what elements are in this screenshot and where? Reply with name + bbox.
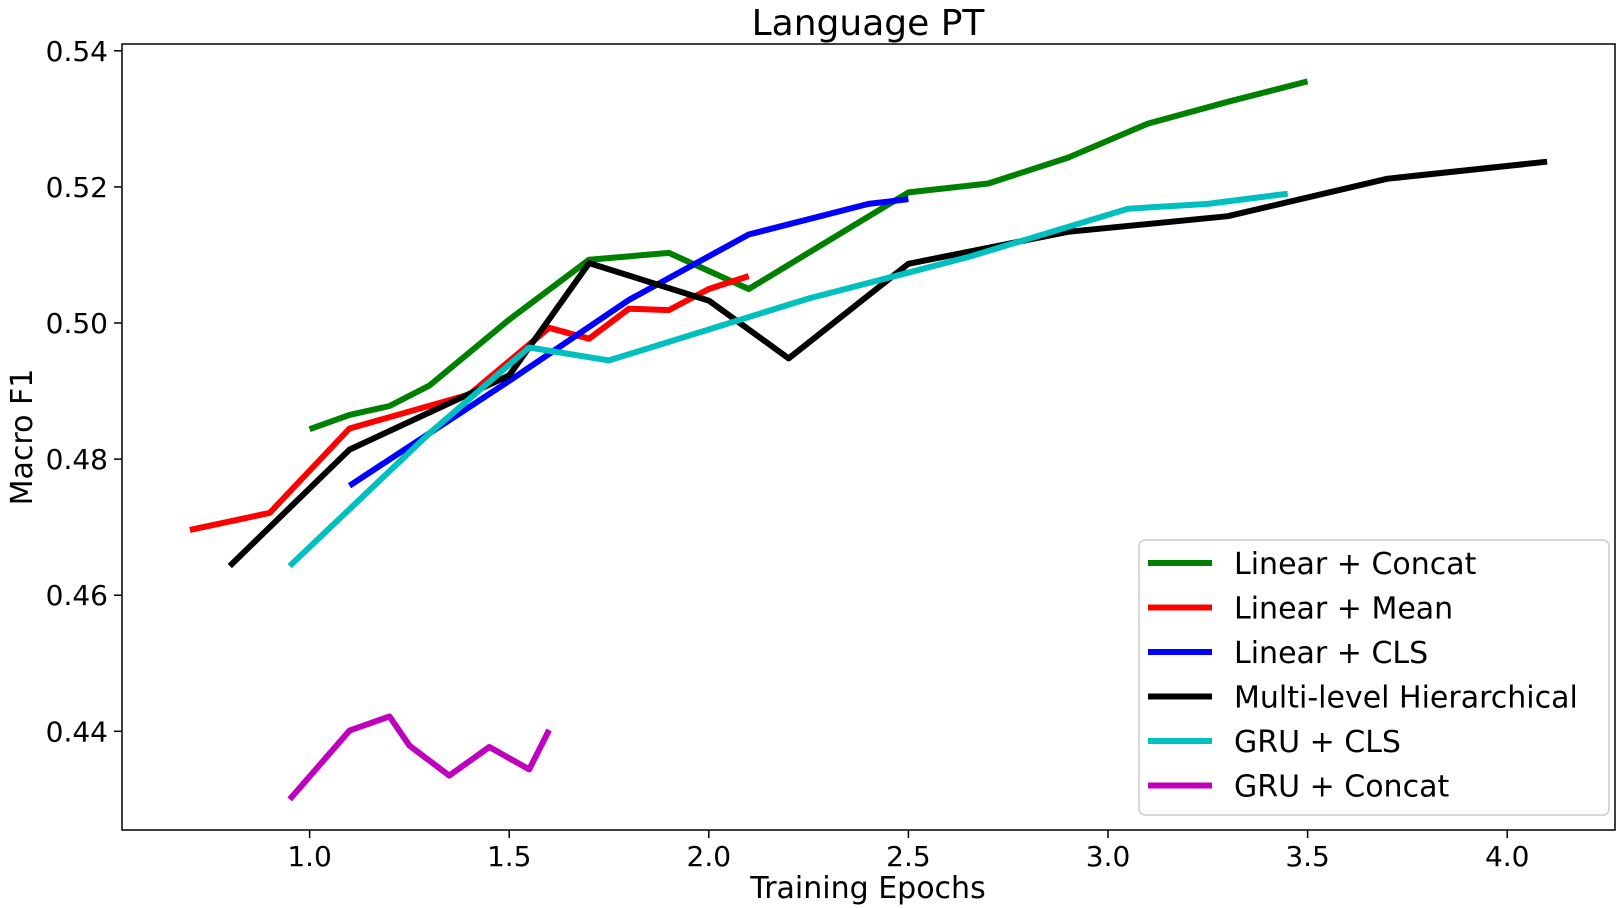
y-tick-label: 0.44	[46, 715, 108, 748]
legend-label-6: GRU + Concat	[1234, 770, 1449, 805]
series-line-5	[287, 190, 1289, 569]
plot-frame	[121, 43, 1616, 831]
series-line-3	[347, 196, 909, 489]
legend-label-4: Multi-level Hierarchical	[1234, 681, 1578, 716]
x-tick-label: 4.0	[1485, 840, 1530, 873]
legend-label-3: Linear + CLS	[1234, 636, 1428, 671]
legend-label-1: Linear + Concat	[1234, 547, 1477, 582]
series-layer	[189, 78, 1548, 802]
legend-box	[1138, 539, 1610, 816]
x-tick-label: 3.5	[1285, 840, 1330, 873]
y-tick-label: 0.46	[46, 579, 108, 612]
series-line-1	[308, 78, 1309, 433]
y-axis: 0.44 0.46 0.48 0.50 0.52 0.54	[46, 35, 122, 748]
y-tick-label: 0.48	[46, 443, 108, 476]
x-tick-label: 3.0	[1086, 840, 1131, 873]
x-tick-label: 1.5	[487, 840, 532, 873]
x-tick-label: 1.0	[287, 840, 332, 873]
x-tick-label: 2.0	[687, 840, 732, 873]
series-line-6	[287, 713, 552, 802]
y-axis-label: Macro F1	[5, 369, 40, 506]
legend: Linear + Concat Linear + Mean Linear + CLS…	[1138, 539, 1610, 816]
legend-label-5: GRU + CLS	[1234, 725, 1401, 760]
x-tick-label: 2.5	[886, 840, 931, 873]
y-tick-label: 0.50	[46, 307, 108, 340]
legend-label-2: Linear + Mean	[1234, 592, 1453, 627]
x-axis: 1.0 1.5 2.0 2.5 3.0 3.5 4.0	[287, 830, 1529, 873]
series-line-2	[189, 273, 750, 533]
y-tick-label: 0.52	[46, 171, 108, 204]
y-tick-label: 0.54	[46, 35, 108, 68]
x-axis-label: Training Epochs	[749, 871, 985, 906]
chart-title: Language PT	[752, 3, 986, 44]
series-line-4	[227, 158, 1548, 569]
